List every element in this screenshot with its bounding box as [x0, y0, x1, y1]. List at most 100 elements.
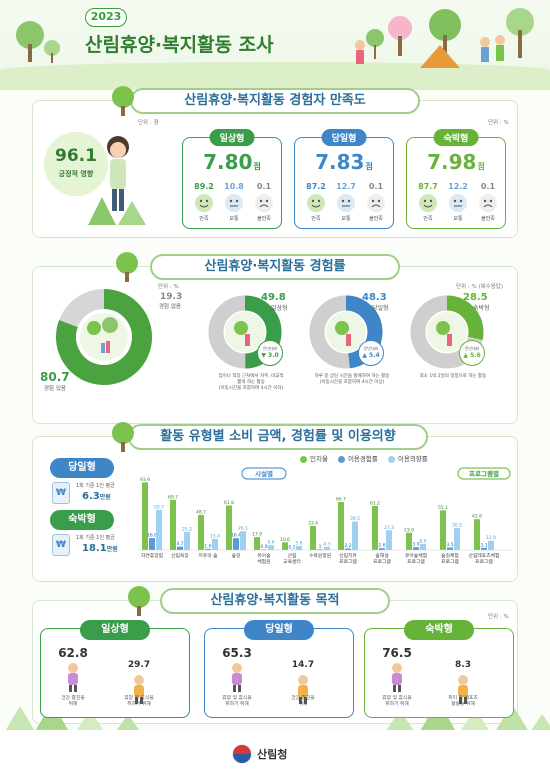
- purpose-label: 건강 증진을 위해: [291, 696, 315, 708]
- purpose-type-tag: 일상형: [80, 620, 150, 640]
- bar: [268, 545, 274, 550]
- category-label: 수목원정원: [309, 552, 331, 559]
- legend-item: 인지율: [300, 453, 328, 463]
- satisfaction-score: 7.98점: [407, 150, 505, 174]
- data-label: 27.3: [384, 525, 394, 531]
- category-label: 산림: [288, 552, 297, 559]
- legend-label: 이용의향률: [397, 455, 428, 463]
- data-label: 16.6: [147, 533, 157, 539]
- satisfaction-label: 만족: [199, 216, 209, 222]
- year-change-label: 전년대비: [262, 346, 278, 351]
- bar: [352, 521, 358, 550]
- purpose-value: 65.3: [222, 646, 252, 660]
- satisfaction-label: 만족: [311, 216, 321, 222]
- data-label: 12.9: [486, 535, 496, 541]
- satisfaction-label: 보통: [341, 216, 351, 222]
- category-label: 프로그램: [373, 558, 391, 565]
- satisfaction-section-title: 산림휴양·복지활동 경험자 만족도: [130, 88, 420, 114]
- bar: [474, 519, 480, 550]
- spending-value: 6.3: [82, 491, 100, 502]
- year-change-badge: 전년대비 ▲ 5.4: [358, 340, 384, 366]
- year-change-label: 전년대비: [363, 346, 379, 351]
- person-activity-icon: [292, 674, 314, 704]
- satisfaction-percent: 89.2: [194, 182, 214, 191]
- data-label: 1: [319, 544, 322, 550]
- purpose-type-tag: 숙박형: [404, 620, 474, 640]
- consumption-panel: [32, 436, 518, 582]
- data-label: 30.5: [452, 523, 462, 529]
- purpose-section-title: 산림휴양·복지활동 목적: [160, 588, 390, 614]
- group-pill: [241, 467, 287, 480]
- page-title: 산림휴양·복지활동 조사: [85, 34, 274, 56]
- bar: [338, 501, 344, 550]
- bar: [413, 547, 419, 550]
- satisfaction-card: 당일형 7.83점 87.2 만족 12.7 보통 0.1 불만족: [294, 129, 394, 229]
- data-label: 55.1: [438, 505, 448, 511]
- bar: [205, 548, 211, 550]
- tree-icon: [116, 252, 138, 282]
- data-label: 55.7: [154, 504, 164, 510]
- satisfaction-percent: 10.8: [224, 182, 244, 191]
- bar: [184, 531, 190, 550]
- data-label: 5.6: [295, 540, 302, 546]
- purpose-label: 건강 증진을 위해: [61, 696, 85, 708]
- year-change-value: ▲ 5.6: [463, 352, 481, 359]
- experience-yes-value: 80.7: [40, 370, 70, 384]
- data-label: 48.7: [196, 509, 206, 515]
- satisfaction-label: 불만족: [481, 216, 495, 222]
- donut-segment: [56, 289, 152, 385]
- bar: [177, 546, 183, 550]
- satisfaction-type-tag: 일상형: [209, 129, 255, 146]
- data-label: 3.1: [480, 542, 487, 548]
- unit-label: 단위 : %: [488, 614, 509, 620]
- satisfaction-score: 7.80점: [183, 150, 281, 174]
- legend-swatch: [387, 455, 395, 463]
- purpose-card: [40, 628, 190, 718]
- satisfaction-score-value: 7.80: [203, 150, 253, 174]
- bar: [440, 510, 446, 550]
- bar: [386, 530, 392, 550]
- satisfaction-percent: 0.1: [480, 182, 496, 191]
- footer: [0, 730, 550, 777]
- legend-item: 이용의향률: [387, 453, 428, 463]
- experience-type-label: 당일형: [372, 305, 389, 312]
- satisfaction-label: 만족: [423, 216, 433, 222]
- happy-face-icon: [307, 194, 325, 212]
- donut-segment: [446, 295, 484, 340]
- experience-type-value: 28.5: [463, 292, 488, 303]
- spending-value: 18.1: [82, 543, 107, 554]
- bar: [317, 549, 323, 550]
- satisfaction-score-value: 7.83: [315, 150, 365, 174]
- data-label: 69.7: [168, 494, 178, 500]
- bar: [310, 525, 316, 550]
- happy-face-icon: [419, 194, 437, 212]
- satisfaction-percent: 0.1: [256, 182, 272, 191]
- experience-type-value: 49.8: [261, 292, 286, 303]
- tree-icon: [112, 422, 134, 452]
- spending-type-tag: 숙박형: [50, 510, 114, 530]
- data-label: 1.6: [204, 543, 211, 549]
- year-change-value: ▲ 5.4: [362, 352, 380, 359]
- purpose-value: 29.7: [127, 660, 151, 670]
- data-label: 6.6: [267, 540, 274, 546]
- experience-type-label: 숙박형: [473, 305, 490, 312]
- satisfaction-score-unit: 점: [477, 162, 485, 171]
- bar: [212, 538, 218, 550]
- data-label: 10.6: [280, 537, 290, 543]
- bar: [345, 548, 351, 550]
- category-label: 프로그램: [407, 558, 425, 565]
- group-label: 시설별: [255, 469, 273, 478]
- experience-section-title: 산림휴양·복지활동 경험률: [150, 254, 400, 280]
- satisfaction-type-tag: 숙박형: [433, 129, 479, 146]
- group-label: 프로그램별: [469, 469, 499, 478]
- satisfaction-percent: 0.1: [368, 182, 384, 191]
- purpose-value: 62.8: [58, 646, 88, 660]
- data-label: 23.9: [404, 527, 414, 533]
- satisfaction-score-unit: 점: [365, 162, 373, 171]
- bar: [142, 482, 148, 550]
- year-change-badge: 전년대비 ▼ 3.0: [257, 340, 283, 366]
- data-label: 2.6: [378, 543, 385, 549]
- person-activity-icon: [226, 662, 248, 692]
- bar: [379, 548, 385, 550]
- category-label: 유아숲: [257, 552, 271, 559]
